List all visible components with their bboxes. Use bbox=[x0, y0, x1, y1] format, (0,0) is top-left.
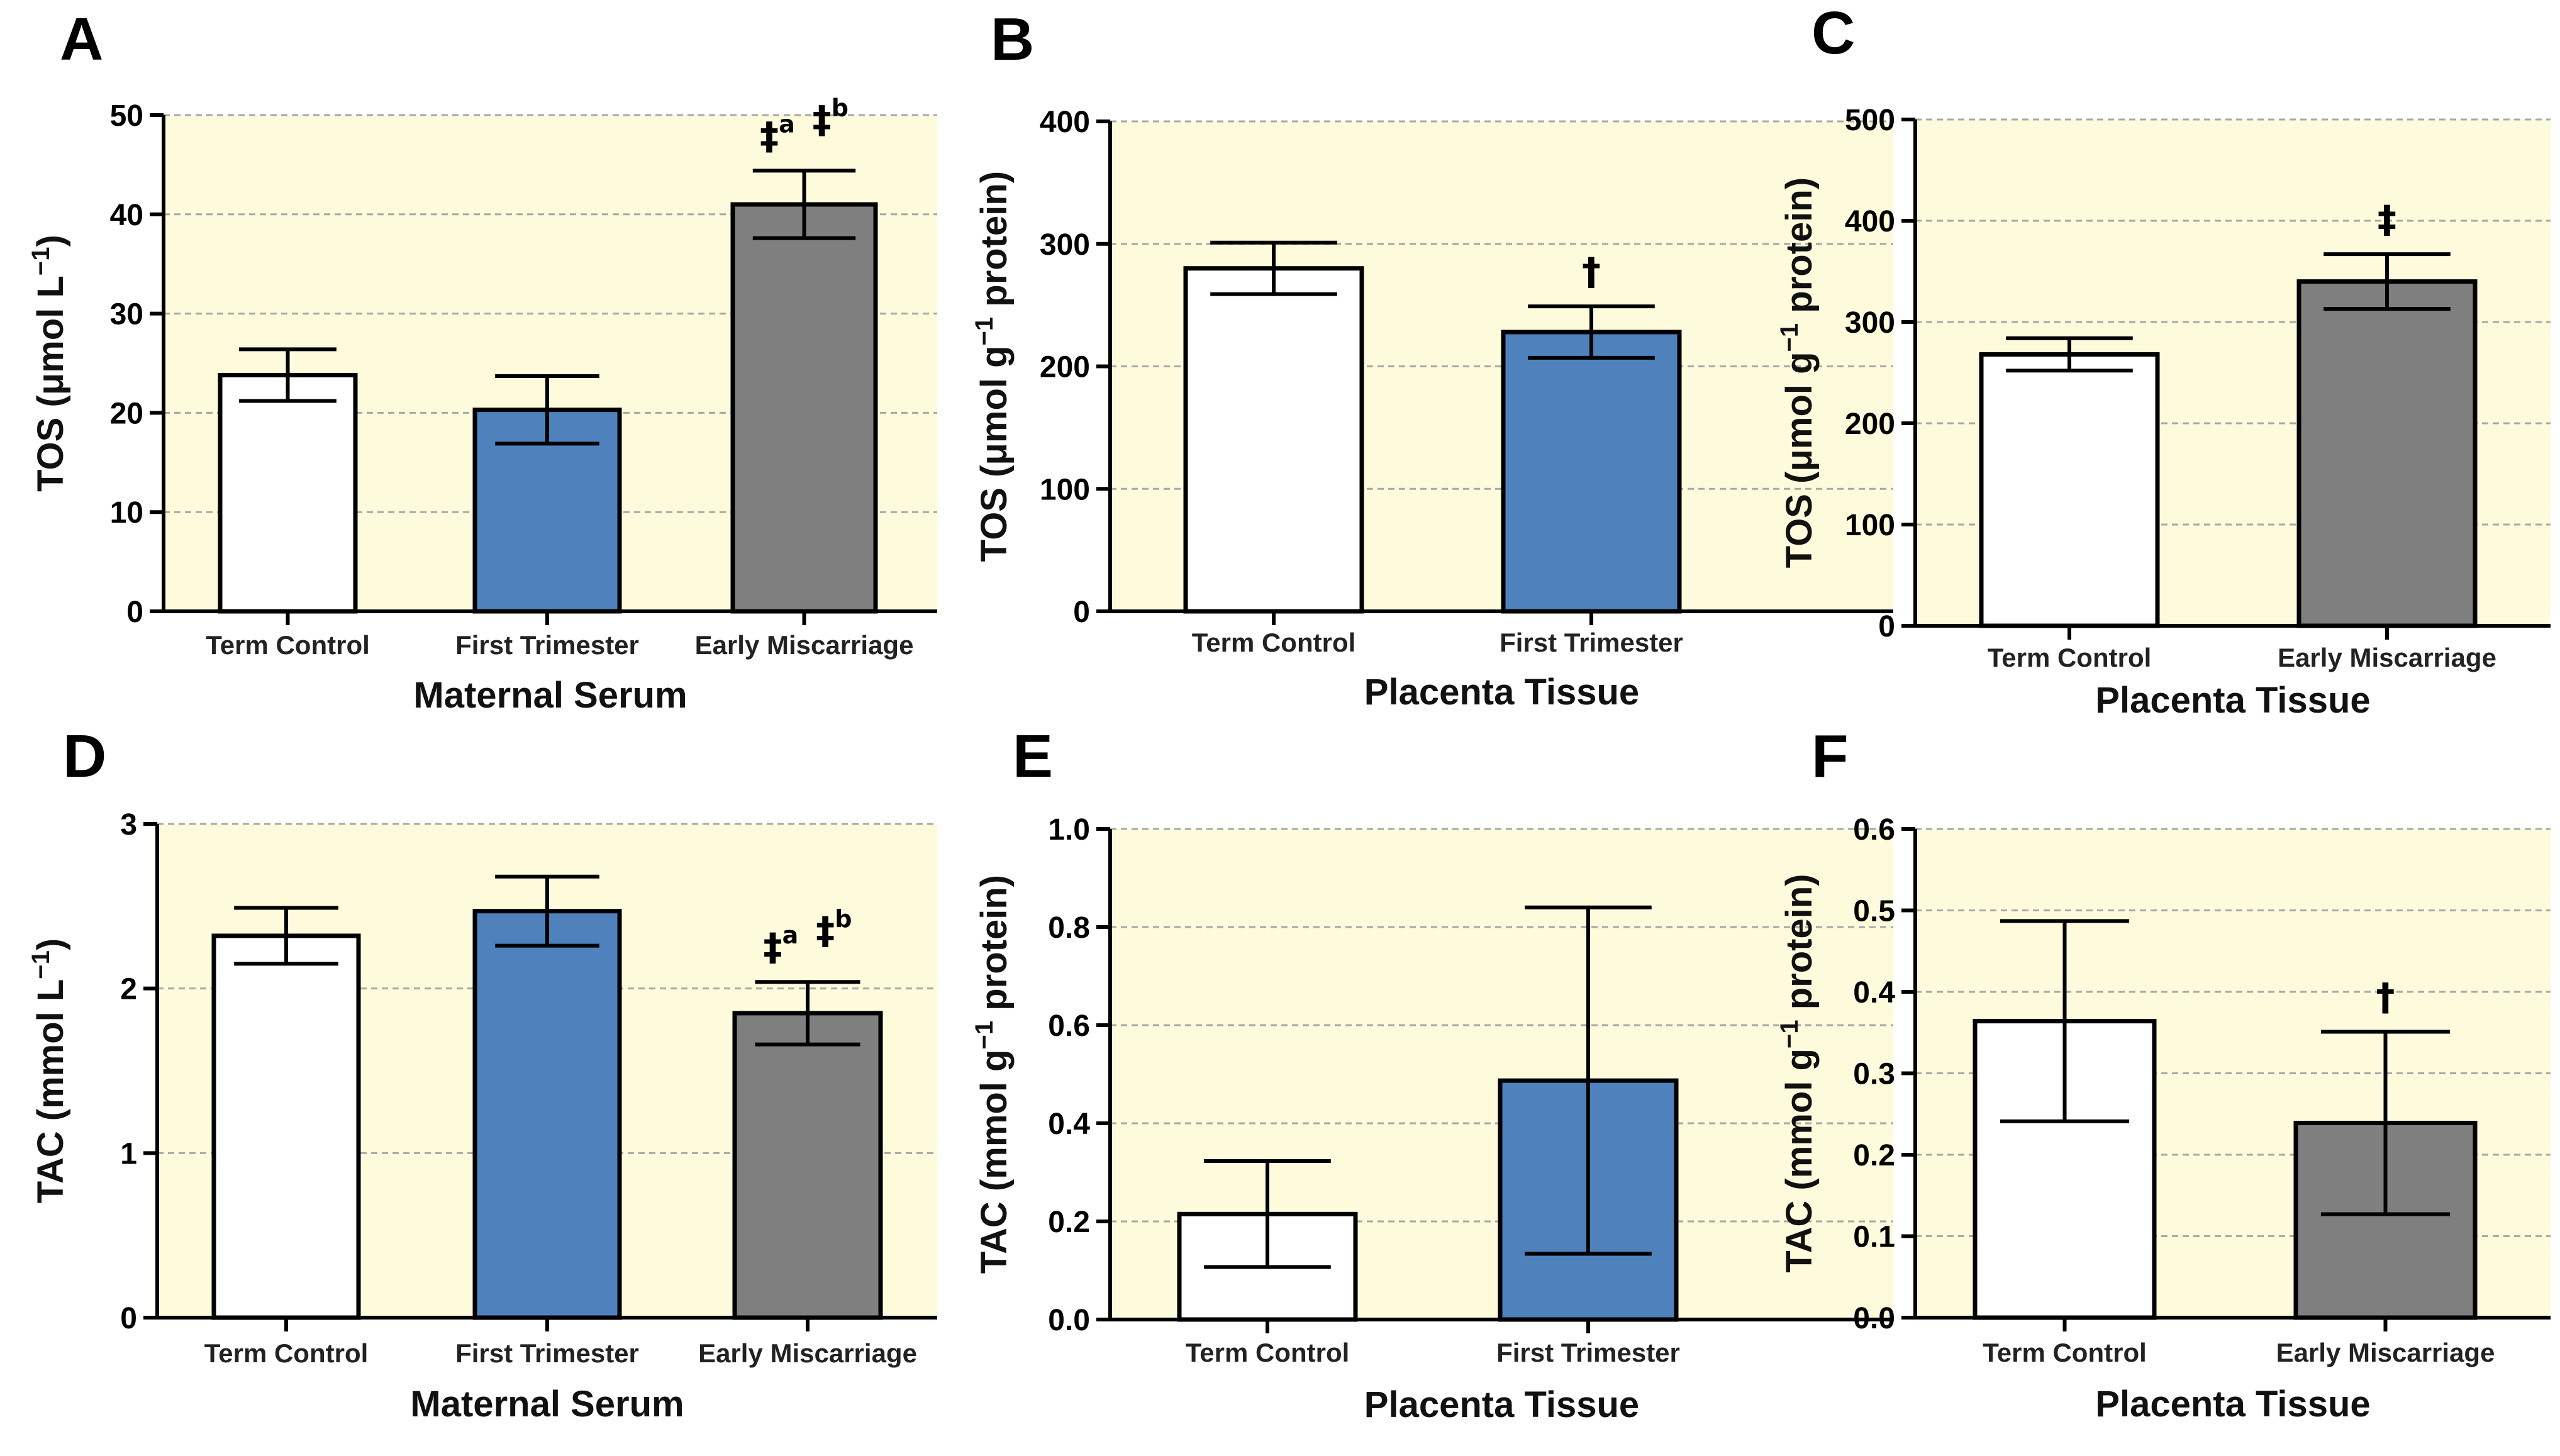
panel-letter: C bbox=[1811, 0, 1855, 67]
y-tick-label: 0.0 bbox=[1048, 1304, 1090, 1337]
bar bbox=[218, 372, 358, 614]
bar bbox=[472, 909, 622, 1320]
y-tick-label: 300 bbox=[1040, 228, 1090, 262]
y-tick-label: 50 bbox=[110, 99, 143, 133]
category-label: Early Miscarriage bbox=[698, 1338, 917, 1368]
significance-annotation: ‡a ‡b bbox=[764, 905, 852, 969]
y-tick-label: 30 bbox=[110, 298, 143, 331]
y-tick-label: 100 bbox=[1845, 509, 1895, 542]
y-tick-label: 0.0 bbox=[1853, 1302, 1895, 1335]
panel-letter: F bbox=[1811, 723, 1849, 790]
x-axis-title: Placenta Tissue bbox=[2095, 680, 2370, 721]
significance-annotation: ‡a ‡b bbox=[760, 94, 849, 158]
category-label: First Trimester bbox=[455, 1338, 639, 1368]
y-tick-label: 3 bbox=[120, 808, 137, 842]
y-tick-label: 10 bbox=[110, 496, 143, 530]
y-tick-label: 0.6 bbox=[1853, 813, 1895, 847]
category-label: Early Miscarriage bbox=[2276, 1338, 2495, 1367]
category-label: First Trimester bbox=[455, 630, 639, 660]
category-label: Term Control bbox=[1988, 643, 2152, 672]
y-axis-title: TAC (mmol L−1) bbox=[27, 938, 71, 1204]
y-tick-label: 0.2 bbox=[1853, 1139, 1895, 1172]
y-tick-label: 300 bbox=[1845, 306, 1895, 340]
category-label: Early Miscarriage bbox=[2278, 643, 2496, 672]
x-axis-title: Placenta Tissue bbox=[1364, 1384, 1639, 1425]
panel-C: 0 100 200 300 400 500 Term Control Early Miscar… bbox=[1776, 0, 2551, 721]
y-axis-title: TOS (μmol g−1 protein) bbox=[1776, 177, 1820, 568]
y-tick-label: 2 bbox=[120, 973, 137, 1006]
panel-D: 0 1 2 3 Term Control First Trimester Early Mis… bbox=[27, 723, 937, 1425]
significance-annotation: ‡ bbox=[2378, 197, 2396, 242]
panel-F: 0.0 0.1 0.2 0.3 0.4 0.5 0.6 Term Control Early M… bbox=[1776, 723, 2551, 1425]
panel-E: 0.0 0.2 0.4 0.6 0.8 1.0 Term Control First Trim… bbox=[971, 723, 1893, 1425]
y-axis-title: TAC (mmol g−1 protein) bbox=[971, 875, 1015, 1274]
y-tick-label: 0.5 bbox=[1853, 895, 1895, 928]
y-axis-title: TOS (μmol L−1) bbox=[27, 235, 71, 492]
bar bbox=[2296, 279, 2478, 628]
y-tick-label: 0.2 bbox=[1048, 1206, 1090, 1239]
y-tick-label: 0.4 bbox=[1048, 1108, 1090, 1141]
y-axis-title: TAC (mmol g−1 protein) bbox=[1776, 874, 1820, 1272]
bar bbox=[732, 1011, 883, 1320]
y-tick-label: 0.6 bbox=[1048, 1009, 1090, 1043]
y-tick-label: 400 bbox=[1845, 205, 1895, 238]
x-axis-title: Maternal Serum bbox=[410, 1384, 684, 1425]
y-tick-label: 1 bbox=[120, 1137, 137, 1170]
category-label: First Trimester bbox=[1500, 628, 1683, 657]
bar bbox=[1183, 266, 1364, 614]
significance-annotation: † bbox=[1582, 250, 1601, 294]
bar bbox=[730, 202, 878, 614]
category-label: Term Control bbox=[1186, 1338, 1350, 1367]
bar bbox=[1979, 352, 2160, 628]
x-axis-title: Placenta Tissue bbox=[1364, 672, 1639, 713]
y-tick-label: 100 bbox=[1040, 473, 1090, 506]
significance-annotation: † bbox=[2376, 975, 2395, 1019]
category-label: Term Control bbox=[204, 1338, 369, 1368]
y-tick-label: 0 bbox=[120, 1302, 137, 1335]
panel-A: 0 10 20 30 40 50 Term Control First Trimester Ea… bbox=[27, 6, 937, 716]
y-tick-label: 0.3 bbox=[1853, 1058, 1895, 1091]
category-label: Early Miscarriage bbox=[695, 630, 914, 660]
y-tick-label: 0.4 bbox=[1853, 976, 1895, 1009]
bar bbox=[1501, 330, 1682, 614]
y-tick-label: 0.8 bbox=[1048, 911, 1090, 945]
y-tick-label: 40 bbox=[110, 199, 143, 232]
y-tick-label: 400 bbox=[1040, 106, 1090, 139]
y-axis-title: TOS (μmol g−1 protein) bbox=[971, 171, 1015, 562]
panel-B: 0 100 200 300 400 Term Control First Trimester… bbox=[971, 6, 1893, 713]
category-label: Term Control bbox=[1192, 628, 1356, 657]
y-tick-label: 200 bbox=[1845, 408, 1895, 441]
panel-letter: B bbox=[991, 6, 1034, 73]
x-axis-title: Placenta Tissue bbox=[2095, 1384, 2370, 1425]
category-label: Term Control bbox=[1983, 1338, 2147, 1367]
y-tick-label: 0 bbox=[1878, 610, 1895, 643]
y-tick-label: 1.0 bbox=[1048, 813, 1090, 847]
y-tick-label: 0.1 bbox=[1853, 1221, 1895, 1254]
y-tick-label: 0 bbox=[126, 596, 143, 629]
x-axis-title: Maternal Serum bbox=[413, 675, 687, 716]
panel-letter: D bbox=[63, 723, 106, 790]
y-tick-label: 200 bbox=[1040, 351, 1090, 384]
bar bbox=[211, 933, 361, 1320]
category-label: First Trimester bbox=[1496, 1338, 1680, 1367]
category-label: Term Control bbox=[206, 630, 370, 660]
panel-letter: A bbox=[60, 6, 103, 73]
panel-letter: E bbox=[1013, 723, 1053, 790]
y-tick-label: 500 bbox=[1845, 104, 1895, 137]
y-tick-label: 0 bbox=[1073, 596, 1090, 629]
y-tick-label: 20 bbox=[110, 397, 143, 430]
